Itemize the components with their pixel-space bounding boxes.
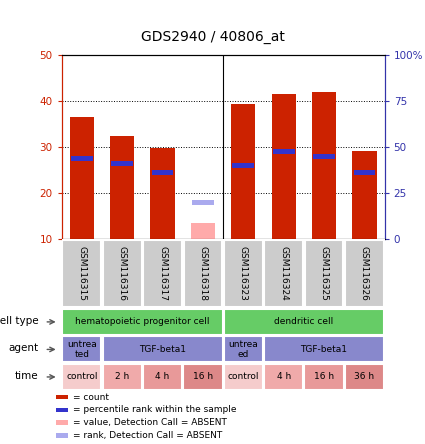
Bar [312,92,336,239]
Text: GSM116318: GSM116318 [198,246,207,301]
Text: = rank, Detection Call = ABSENT: = rank, Detection Call = ABSENT [73,431,222,440]
Bar [345,364,384,390]
Bar [313,154,335,159]
Bar [143,364,182,390]
Bar [62,337,102,362]
Text: 4 h: 4 h [277,373,291,381]
Bar [264,240,303,307]
Bar [57,408,68,412]
Bar [111,161,133,166]
Text: = count: = count [73,392,109,402]
Text: GSM116326: GSM116326 [360,246,369,301]
Text: 16 h: 16 h [314,373,334,381]
Text: 16 h: 16 h [193,373,213,381]
Text: agent: agent [8,343,38,353]
Text: 4 h: 4 h [156,373,170,381]
Bar [70,117,94,239]
Bar [224,337,263,362]
Bar [62,309,223,335]
Bar [231,104,255,239]
Text: = value, Detection Call = ABSENT: = value, Detection Call = ABSENT [73,418,227,427]
Bar [273,150,295,154]
Bar [192,200,214,205]
Bar [354,170,375,175]
Bar [345,240,384,307]
Bar [152,170,173,175]
Bar [183,364,223,390]
Bar [352,151,377,239]
Text: control: control [227,373,259,381]
Bar [103,240,142,307]
Text: control: control [66,373,98,381]
Bar [150,148,175,239]
Bar [57,395,68,400]
Bar [102,337,223,362]
Text: dendritic cell: dendritic cell [274,317,334,326]
Text: GSM116325: GSM116325 [320,246,329,301]
Bar [143,240,182,307]
Text: GSM116315: GSM116315 [77,246,86,301]
Bar [57,420,68,425]
Bar [264,337,384,362]
Text: GSM116324: GSM116324 [279,246,288,301]
Bar [224,364,263,390]
Bar [191,223,215,239]
Text: GSM116316: GSM116316 [118,246,127,301]
Bar [305,240,343,307]
Bar [71,156,93,161]
Text: = percentile rank within the sample: = percentile rank within the sample [73,405,237,414]
Text: untrea
ed: untrea ed [229,340,258,359]
Text: cell type: cell type [0,316,38,325]
Bar [57,433,68,438]
Bar [110,136,134,239]
Bar [272,94,296,239]
Text: 2 h: 2 h [115,373,129,381]
Bar [62,364,102,390]
Text: untrea
ted: untrea ted [67,340,96,359]
Text: GSM116317: GSM116317 [158,246,167,301]
Bar [62,240,101,307]
Bar [224,309,384,335]
Text: GSM116323: GSM116323 [239,246,248,301]
Bar [184,240,222,307]
Text: time: time [14,371,38,381]
Text: hematopoietic progenitor cell: hematopoietic progenitor cell [75,317,210,326]
Text: TGF-beta1: TGF-beta1 [139,345,186,354]
Bar [264,364,303,390]
Bar [304,364,344,390]
Bar [232,163,254,168]
Bar [102,364,142,390]
Text: GDS2940 / 40806_at: GDS2940 / 40806_at [141,30,284,44]
Bar [224,240,263,307]
Text: 36 h: 36 h [354,373,374,381]
Text: TGF-beta1: TGF-beta1 [300,345,348,354]
